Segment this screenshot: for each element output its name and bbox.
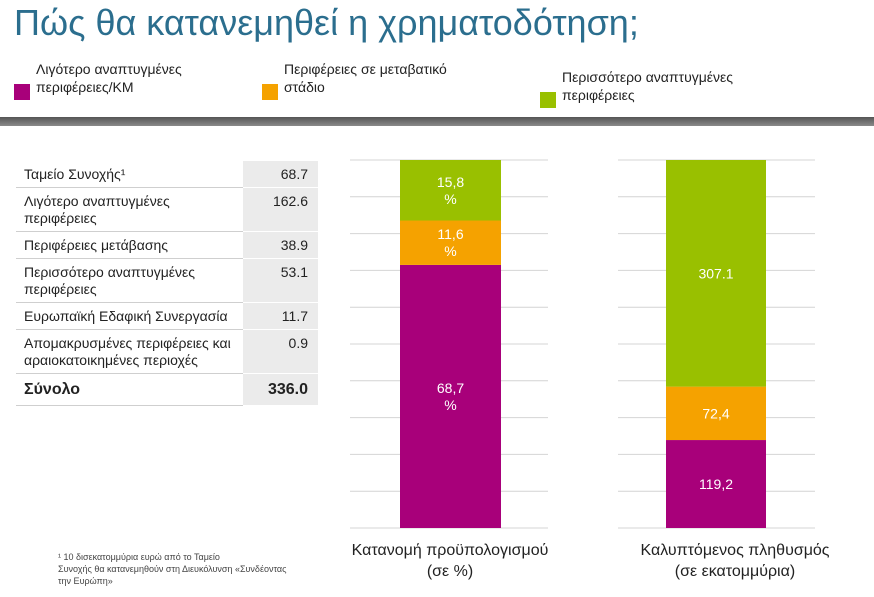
chart-caption-budget: Κατανομή προϋπολογισμού (σε %): [351, 542, 549, 580]
bar-segment-label: 11,6%: [437, 226, 463, 259]
bar-segment-label: 119,2: [699, 476, 733, 492]
table-row: Περισσότερο αναπτυγμένες περιφέρειες 53.…: [16, 258, 318, 303]
footnote: ¹ 10 δισεκατομμύρια ευρώ από το Ταμείο Σ…: [58, 552, 287, 586]
bar-segment-label: 68,7%: [437, 380, 464, 413]
table-row-label: Περισσότερο αναπτυγμένες περιφέρειες: [16, 258, 243, 303]
table-row-label: Περιφέρειες μετάβασης: [16, 231, 243, 259]
bar-segment: [666, 386, 766, 441]
legend-label-more-developed: Περισσότερο αναπτυγμένες περιφέρειες: [562, 69, 734, 103]
table-row-label: Λιγότερο αναπτυγμένες περιφέρειες: [16, 187, 243, 232]
table-row-value: 162.6: [242, 187, 318, 232]
bar-segment: [400, 264, 501, 528]
table-row-value: 68.7: [242, 161, 318, 188]
bar-segment: [666, 160, 766, 387]
table-row: Ταμείο Συνοχής¹ 68.7: [16, 161, 318, 188]
table-row-value: 53.1: [242, 258, 318, 303]
bar-segment: [400, 160, 501, 221]
legend-swatch-transition: [262, 84, 278, 100]
table-total-label: Σύνολο: [16, 373, 243, 406]
table-row: Ευρωπαϊκή Εδαφική Συνεργασία 11.7: [16, 302, 318, 330]
table-row-value: 11.7: [242, 302, 318, 330]
legend-swatch-less-developed: [14, 84, 30, 100]
chart-1: 119,2 72,4 307.1: [618, 159, 815, 529]
table-row-value: 0.9: [242, 329, 318, 374]
bar-segment-label: 72,4: [702, 405, 729, 421]
bar-segment-label: 307.1: [698, 265, 733, 281]
legend-label-less-developed: Λιγότερο αναπτυγμένες περιφέρειες/ΚΜ: [36, 61, 182, 95]
bar-segment: [666, 440, 766, 528]
legend-label-transition: Περιφέρειες σε μεταβατικό στάδιο: [284, 61, 447, 95]
legend-swatch-more-developed: [540, 92, 556, 108]
table-row: Απομακρυσμένες περιφέρειες και αραιοκατο…: [16, 329, 318, 374]
page-title: Πώς θα κατανεμηθεί η χρηματοδότηση;: [14, 2, 639, 43]
table-row: Περιφέρειες μετάβασης 38.9: [16, 231, 318, 259]
table-row-label: Ευρωπαϊκή Εδαφική Συνεργασία: [16, 302, 243, 330]
table-row-label: Ταμείο Συνοχής¹: [16, 161, 243, 188]
table-total-row: Σύνολο 336.0: [16, 373, 318, 406]
table-row-value: 38.9: [242, 231, 318, 259]
header-divider: [0, 117, 874, 126]
chart-0: 68,7 % 11,6 % 15,8%: [350, 159, 548, 529]
bar-segment: [400, 220, 501, 265]
table-row-label: Απομακρυσμένες περιφέρειες και αραιοκατο…: [16, 329, 243, 374]
chart-caption-population: Καλυπτόμενος πληθυσμός (σε εκατομμύρια): [640, 542, 830, 580]
funding-table: Ταμείο Συνοχής¹ 68.7 Λιγότερο αναπτυγμέν…: [16, 161, 318, 406]
bar-segment-label: 15,8%: [437, 174, 464, 207]
table-row: Λιγότερο αναπτυγμένες περιφέρειες 162.6: [16, 187, 318, 232]
table-total-value: 336.0: [242, 373, 318, 406]
